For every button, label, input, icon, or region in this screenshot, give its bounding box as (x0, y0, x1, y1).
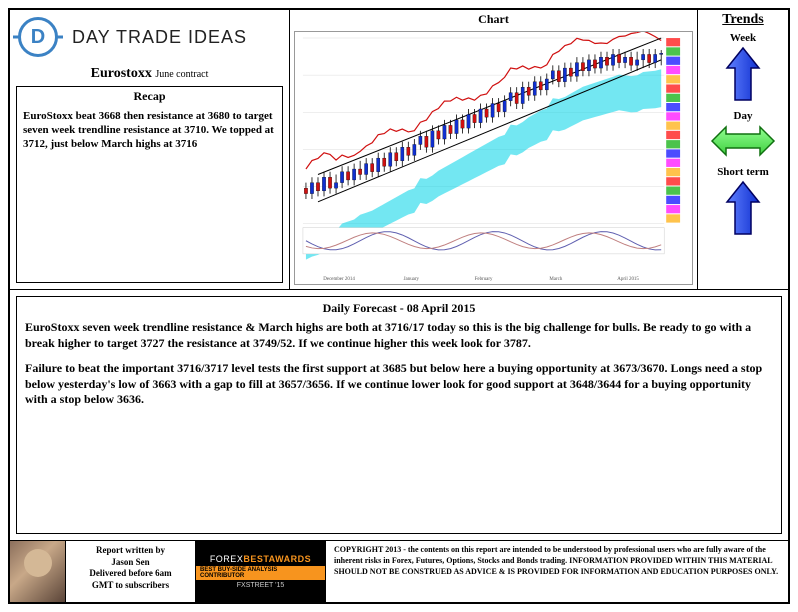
forecast-p1: EuroStoxx seven week trendline resistanc… (25, 320, 773, 351)
trends-column: Trends Week Day Short term (698, 10, 788, 289)
svg-text:February: February (475, 277, 493, 282)
author-line: Report written by (72, 545, 189, 557)
forecast-title: Daily Forecast - 08 April 2015 (25, 301, 773, 316)
arrow-up-icon (725, 180, 761, 240)
recap-title: Recap (17, 87, 282, 106)
author-info: Report written byJason SenDelivered befo… (66, 541, 196, 602)
logo-icon: D (18, 17, 58, 57)
instrument-name: Eurostoxx (91, 66, 152, 81)
trends-title: Trends (722, 12, 764, 28)
instrument-header: Eurostoxx June contract (10, 64, 289, 84)
chart-title: Chart (290, 10, 697, 29)
svg-text:January: January (404, 277, 420, 282)
logo-area: D DAY TRADE IDEAS (10, 10, 289, 64)
candlestick-chart: December 2014 January February March April 2… (295, 32, 692, 284)
trend-label: Short term (717, 166, 769, 178)
recap-body: EuroStoxx beat 3668 then resistance at 3… (17, 106, 282, 155)
svg-text:March: March (549, 277, 562, 282)
arrow-bidir-icon (710, 124, 776, 162)
award-line2: BEST BUY-SIDE ANALYSIS CONTRIBUTOR (196, 566, 325, 580)
arrow-up-icon (725, 46, 761, 106)
disclaimer-text: COPYRIGHT 2013 - the contents on this re… (326, 541, 788, 602)
award-line3: FXSTREET '15 (237, 582, 285, 589)
author-photo (10, 541, 66, 602)
author-line: Delivered before 6am (72, 568, 189, 580)
brand-name: DAY TRADE IDEAS (72, 27, 247, 48)
left-column: D DAY TRADE IDEAS Eurostoxx June contrac… (10, 10, 290, 289)
award-badge: FOREXBESTAWARDS BEST BUY-SIDE ANALYSIS C… (196, 541, 326, 602)
trend-label: Week (730, 32, 756, 44)
chart-column: Chart December 2014 January February March A… (290, 10, 698, 289)
instrument-contract: June contract (155, 69, 208, 80)
author-line: Jason Sen (72, 557, 189, 569)
svg-text:April 2015: April 2015 (617, 277, 639, 282)
forecast-p2: Failure to beat the important 3716/3717 … (25, 361, 773, 408)
page-container: D DAY TRADE IDEAS Eurostoxx June contrac… (8, 8, 790, 604)
award-word1: FOREX (210, 554, 244, 564)
trends-list: Week Day Short term (710, 28, 776, 240)
author-line: GMT to subscribers (72, 580, 189, 592)
award-word2: BESTAWARDS (243, 554, 311, 564)
footer-row: Report written byJason SenDelivered befo… (10, 540, 788, 602)
trend-item: Short term (710, 166, 776, 240)
chart-body: December 2014 January February March April 2… (294, 31, 693, 285)
trend-item: Week (710, 32, 776, 106)
top-row: D DAY TRADE IDEAS Eurostoxx June contrac… (10, 10, 788, 290)
award-line1: FOREXBESTAWARDS (210, 554, 311, 564)
trend-item: Day (710, 110, 776, 162)
trend-label: Day (734, 110, 753, 122)
svg-text:December 2014: December 2014 (323, 277, 355, 282)
recap-box: Recap EuroStoxx beat 3668 then resistanc… (16, 86, 283, 283)
forecast-box: Daily Forecast - 08 April 2015 EuroStoxx… (16, 296, 782, 534)
forecast-body: EuroStoxx seven week trendline resistanc… (25, 320, 773, 408)
